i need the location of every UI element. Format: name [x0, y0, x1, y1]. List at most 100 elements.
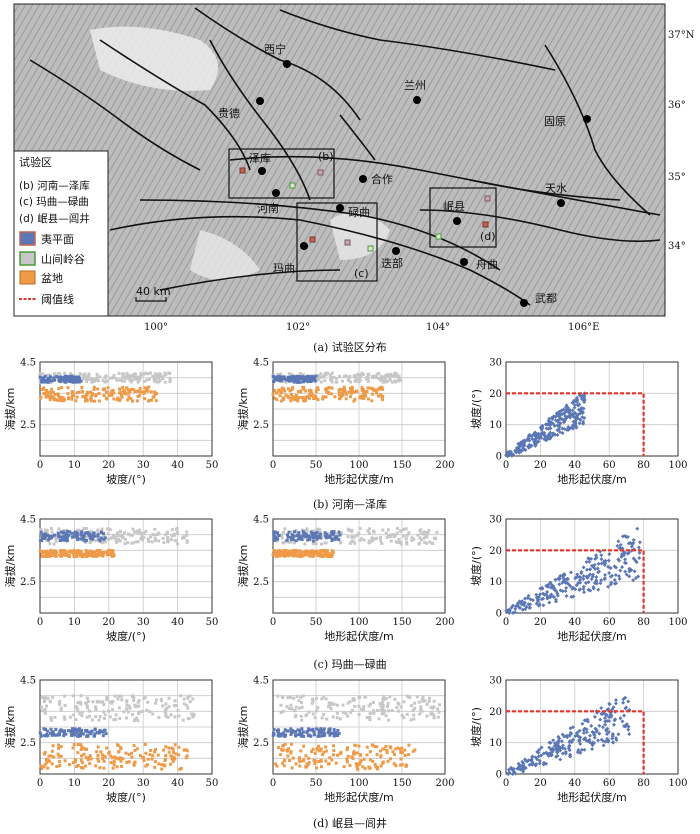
data-point-basin [77, 550, 81, 554]
data-point-planation [600, 725, 605, 730]
data-point-basin [393, 752, 397, 756]
data-point-basin [60, 550, 64, 554]
city-marker [460, 258, 468, 266]
data-point-basin [44, 389, 48, 393]
data-point-planation [549, 582, 554, 587]
data-point-planation [73, 733, 77, 737]
data-point-valley [285, 705, 289, 709]
data-point-basin [40, 767, 44, 771]
data-point-valley [366, 376, 370, 380]
data-point-valley [156, 376, 160, 380]
data-point-planation [291, 538, 295, 542]
data-point-basin [124, 386, 128, 390]
data-point-basin [313, 762, 317, 766]
scale-bar-label: 40 km [136, 285, 171, 298]
lon-tick: 104° [426, 322, 450, 333]
data-point-valley [123, 542, 127, 546]
data-point-valley [322, 375, 326, 379]
data-point-basin [309, 553, 313, 557]
data-point-planation [614, 736, 619, 741]
data-point-valley [314, 540, 318, 544]
data-point-basin [312, 397, 316, 401]
data-point-valley [367, 531, 371, 535]
data-point-basin [127, 395, 131, 399]
data-point-valley [147, 377, 151, 381]
data-point-planation [316, 535, 320, 539]
data-point-valley [80, 714, 84, 718]
data-point-planation [607, 552, 612, 557]
data-point-basin [350, 755, 354, 759]
data-point-basin [44, 393, 48, 397]
data-point-planation [306, 379, 310, 383]
data-point-valley [170, 533, 174, 537]
data-point-valley [349, 710, 353, 714]
data-point-planation [298, 535, 302, 539]
data-point-valley [84, 701, 88, 705]
data-point-planation [89, 537, 93, 541]
data-point-valley [85, 380, 89, 384]
data-point-basin [112, 553, 116, 557]
data-point-planation [332, 731, 336, 735]
data-point-planation [93, 727, 97, 731]
data-point-planation [311, 536, 315, 540]
y-tick-label: 4.5 [20, 515, 36, 526]
data-point-basin [163, 758, 167, 762]
data-point-basin [330, 392, 334, 396]
data-point-valley [94, 715, 98, 719]
data-point-basin [38, 549, 42, 553]
chart-svg: 0 10 20 30 40 502.54.5坡度/(°)海拔/km [3, 676, 218, 805]
data-point-planation [596, 738, 600, 743]
data-point-basin [273, 388, 277, 392]
data-point-valley [357, 380, 361, 384]
data-point-basin [85, 399, 89, 403]
data-point-basin [322, 750, 326, 754]
y-tick-label: 30 [489, 676, 502, 687]
data-point-planation [62, 535, 66, 539]
data-point-basin [98, 766, 102, 770]
data-point-basin [322, 548, 326, 552]
y-tick-label: 10 [489, 577, 502, 588]
data-point-planation [623, 557, 628, 562]
x-axis-label: 地形起伏度/m [557, 472, 626, 486]
data-point-basin [400, 746, 404, 750]
data-point-valley [181, 718, 185, 722]
data-point-basin [49, 390, 53, 394]
data-point-valley [131, 378, 135, 382]
data-point-valley [120, 698, 124, 702]
data-point-basin [75, 391, 79, 395]
data-point-valley [411, 708, 415, 712]
chart-c-elevation-relief: 0 50 100 150 200 2.5 4.5 地形起伏度/m 海拔/km [233, 513, 466, 653]
data-point-planation [606, 739, 611, 744]
data-point-planation [80, 530, 84, 534]
data-point-basin [75, 554, 79, 558]
data-point-basin [76, 549, 80, 553]
data-point-valley [432, 716, 436, 720]
lon-tick: 100° [144, 322, 168, 333]
data-point-basin [349, 391, 353, 395]
data-point-planation [631, 578, 636, 583]
data-point-planation [581, 587, 586, 592]
data-point-planation [77, 379, 81, 383]
data-point-planation [96, 533, 100, 537]
data-point-planation [97, 538, 101, 542]
data-point-planation [298, 380, 302, 384]
data-point-valley [375, 709, 379, 713]
data-point-planation [567, 411, 572, 416]
data-point-basin [116, 396, 120, 400]
data-point-valley [329, 373, 333, 377]
data-point-planation [297, 532, 301, 536]
data-point-valley [131, 713, 135, 717]
data-point-planation [558, 757, 563, 762]
data-point-valley [407, 695, 411, 699]
data-point-valley [420, 698, 424, 702]
data-point-valley [98, 700, 102, 704]
data-point-valley [121, 379, 125, 383]
data-point-planation [599, 711, 604, 716]
data-point-basin [345, 746, 349, 750]
data-point-planation [334, 733, 338, 737]
data-point-valley [63, 694, 67, 698]
data-point-planation [623, 724, 628, 729]
data-point-valley [297, 699, 301, 703]
data-point-valley [185, 540, 189, 544]
data-point-valley [279, 703, 283, 707]
